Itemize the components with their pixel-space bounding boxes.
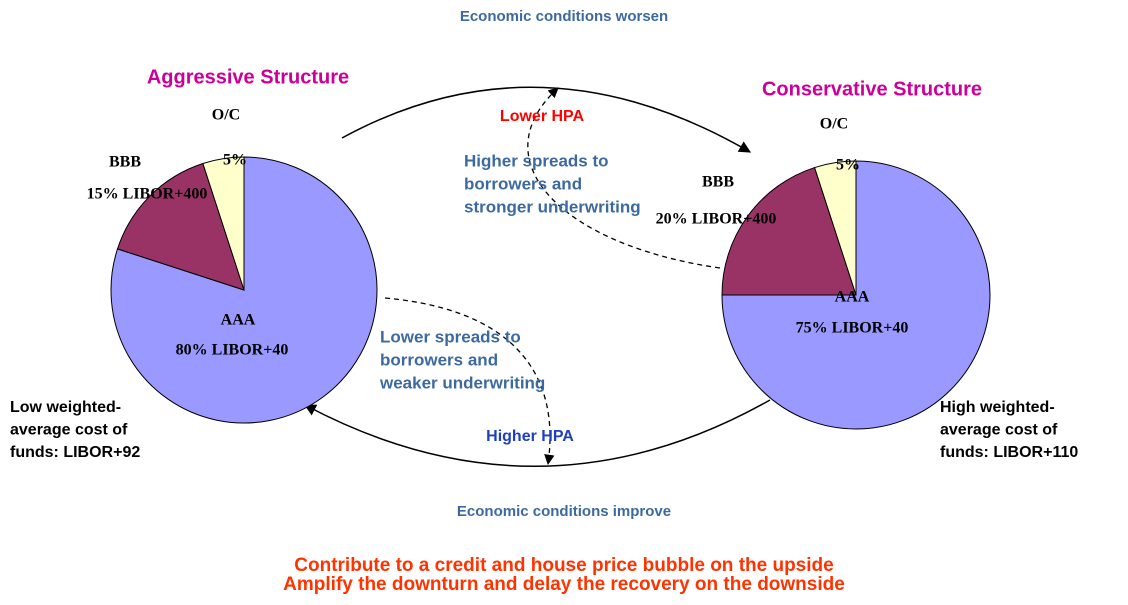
chart-title: Conservative Structure xyxy=(762,78,982,100)
pie-slice xyxy=(202,156,245,291)
pie-slice xyxy=(116,162,245,291)
pie-slice xyxy=(721,166,857,296)
dashed-arrow-down xyxy=(384,297,555,466)
slice-value-label: 5% xyxy=(836,157,860,174)
slice-label: O/C xyxy=(212,107,240,124)
right-note: average cost of xyxy=(940,422,1058,439)
upper-effect: Higher spreads to xyxy=(464,151,609,170)
slice-value-label: 15% LIBOR+400 xyxy=(87,186,208,203)
slice-label: BBB xyxy=(109,154,141,171)
arrow-improve xyxy=(303,399,771,467)
left-note: funds: LIBOR+92 xyxy=(10,444,140,461)
slice-label: AAA xyxy=(835,289,870,306)
top-label: Economic conditions worsen xyxy=(460,8,668,25)
right-note: High weighted- xyxy=(940,399,1055,416)
pies xyxy=(110,156,991,430)
lower-effect: borrowers and xyxy=(380,350,498,369)
arrow-worsen xyxy=(341,86,752,153)
pie-slice xyxy=(813,160,857,296)
slice-label: O/C xyxy=(820,116,848,133)
dashed-arrow-up xyxy=(527,87,721,269)
slice-value-label: 75% LIBOR+40 xyxy=(796,320,909,337)
slice-value-label: 80% LIBOR+40 xyxy=(176,342,289,359)
chart-title: Aggressive Structure xyxy=(147,66,349,88)
lower-effect: weaker underwriting xyxy=(379,373,545,392)
left-note: Low weighted- xyxy=(10,399,121,416)
upper-trigger: Lower HPA xyxy=(500,108,585,125)
slice-label: BBB xyxy=(702,174,734,191)
texts: Aggressive Structure AAA 80% LIBOR+40 BBB 15… xyxy=(10,8,1078,595)
slice-value-label: 5% xyxy=(223,152,247,169)
upper-effect: borrowers and xyxy=(464,174,582,193)
right-note: funds: LIBOR+110 xyxy=(940,444,1078,461)
bottom-label: Economic conditions improve xyxy=(457,503,671,520)
conclusion: Contribute to a credit and house price b… xyxy=(294,555,833,576)
slice-value-label: 20% LIBOR+400 xyxy=(656,211,777,228)
conclusion: Amplify the downturn and delay the recov… xyxy=(283,574,845,595)
upper-effect: stronger underwriting xyxy=(464,197,641,216)
lower-trigger: Higher HPA xyxy=(486,428,574,445)
lower-effect: Lower spreads to xyxy=(380,327,521,346)
left-note: average cost of xyxy=(10,422,128,439)
slice-label: AAA xyxy=(221,312,256,329)
